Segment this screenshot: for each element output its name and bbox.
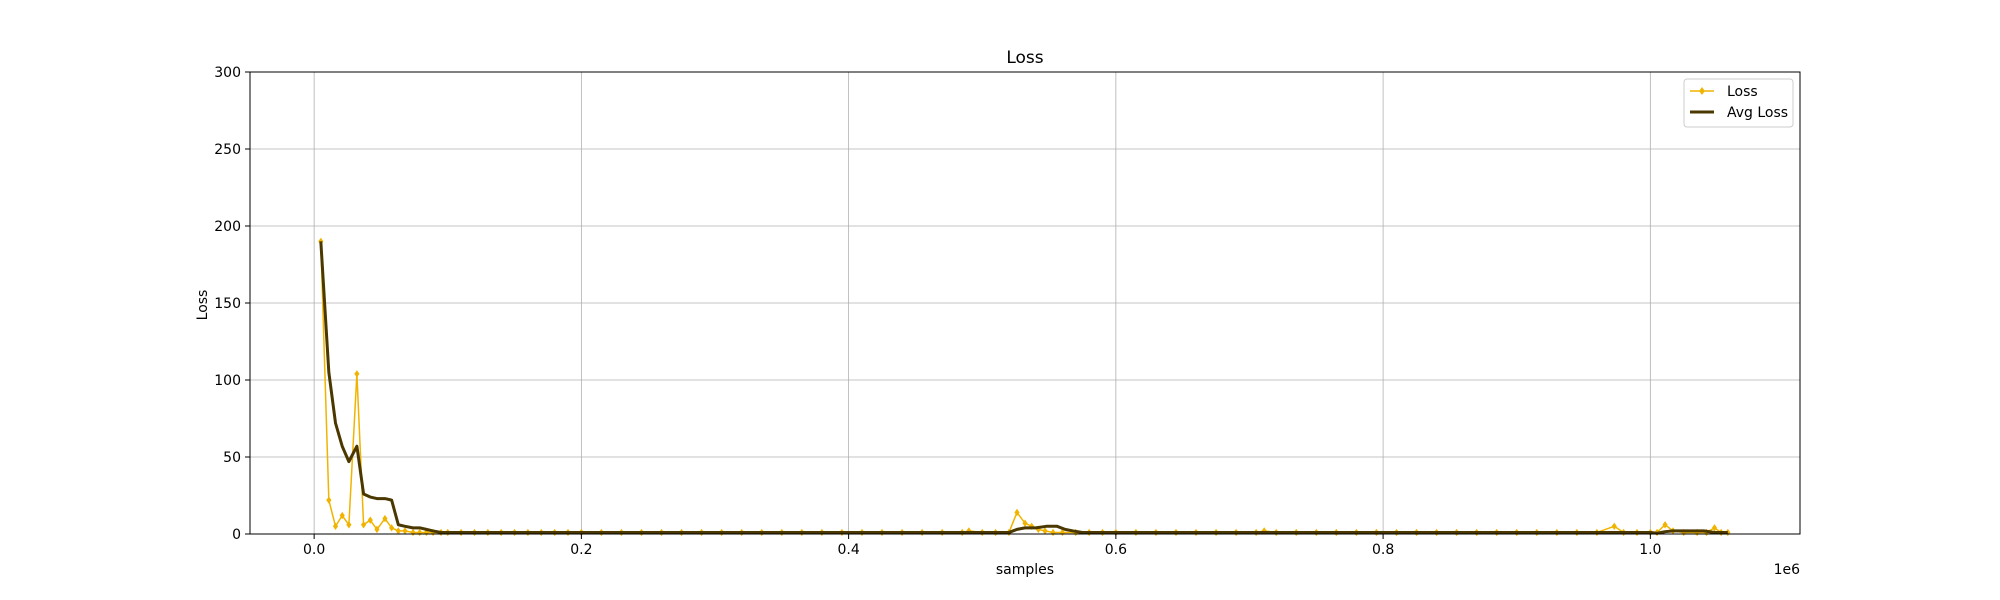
loss-point xyxy=(1022,519,1028,527)
loss-point xyxy=(1611,522,1617,530)
y-tick-label: 50 xyxy=(223,450,241,466)
y-axis: 0 50 100 150 200 250 300 xyxy=(214,65,250,543)
x-tick-label: 0.6 xyxy=(1105,542,1127,558)
loss-point xyxy=(1662,521,1668,529)
y-tick-label: 250 xyxy=(214,142,241,158)
loss-point xyxy=(339,511,345,520)
loss-point xyxy=(332,522,339,530)
loss-point xyxy=(354,370,360,378)
x-axis-label: samples xyxy=(996,562,1054,578)
loss-point xyxy=(346,521,352,529)
y-tick-label: 150 xyxy=(214,296,241,312)
x-axis-offset-label: 1e6 xyxy=(1774,562,1801,578)
y-tick-label: 200 xyxy=(214,219,241,235)
x-axis: 0.0 0.2 0.4 0.6 0.8 1.0 xyxy=(303,534,1661,558)
loss-point xyxy=(360,521,367,529)
loss-point xyxy=(367,516,373,524)
x-tick-label: 0.8 xyxy=(1372,542,1394,558)
y-tick-label: 100 xyxy=(214,373,241,389)
loss-point xyxy=(1711,524,1718,532)
y-axis-label: Loss xyxy=(195,290,211,321)
loss-point xyxy=(326,496,332,504)
loss-point xyxy=(374,525,380,534)
x-tick-label: 0.2 xyxy=(570,542,592,558)
chart-title: Loss xyxy=(1006,48,1043,68)
loss-point xyxy=(382,514,388,523)
loss-point xyxy=(1014,508,1020,517)
y-tick-label: 0 xyxy=(232,527,241,543)
legend-marker-diamond-icon xyxy=(1699,87,1705,95)
y-tick-label: 300 xyxy=(214,65,241,81)
loss-point xyxy=(389,524,395,532)
series-line-avg-loss xyxy=(319,241,1728,535)
legend-label-loss: Loss xyxy=(1727,84,1758,100)
legend: Loss Avg Loss xyxy=(1683,78,1794,128)
legend-label-avg-loss: Avg Loss xyxy=(1727,105,1788,121)
x-tick-label: 1.0 xyxy=(1639,542,1661,558)
x-tick-label: 0.0 xyxy=(303,542,325,558)
x-tick-label: 0.4 xyxy=(837,542,859,558)
